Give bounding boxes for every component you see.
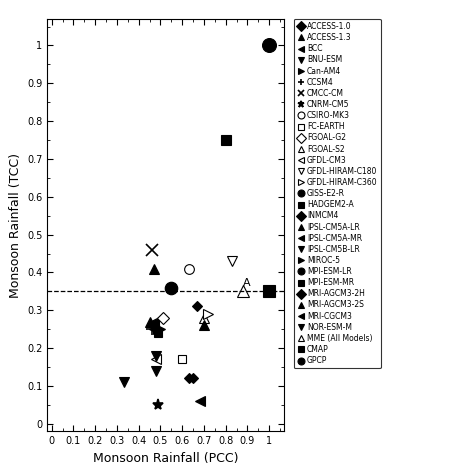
- Y-axis label: Monsoon Rainfall (TCC): Monsoon Rainfall (TCC): [9, 153, 22, 298]
- X-axis label: Monsoon Rainfall (PCC): Monsoon Rainfall (PCC): [93, 452, 238, 465]
- Text: A: A: [243, 278, 251, 288]
- Legend: ACCESS-1.0, ACCESS-1.3, BCC, BNU-ESM, Can-AM4, CCSM4, CMCC-CM, CNRM-CM5, CSIRO-M: ACCESS-1.0, ACCESS-1.3, BCC, BNU-ESM, Ca…: [294, 19, 381, 368]
